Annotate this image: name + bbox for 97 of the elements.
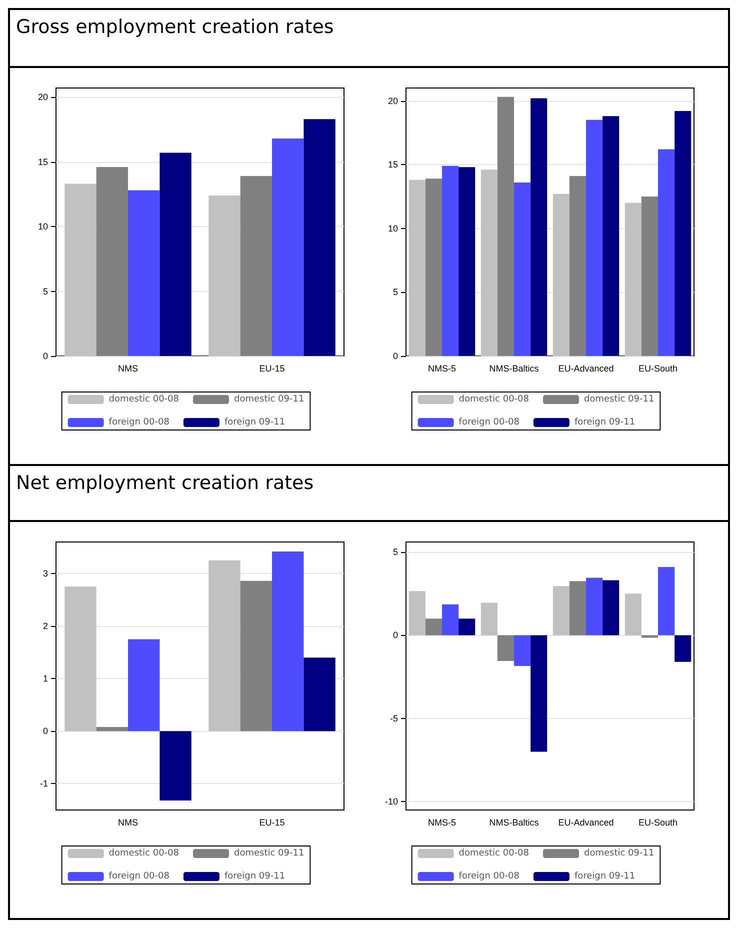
bar <box>480 602 498 636</box>
x-tick-label: EU-South <box>638 364 678 374</box>
bar <box>408 180 426 356</box>
y-tick-label: 20 <box>388 96 398 106</box>
legend-label: domestic 00-08 <box>108 394 180 404</box>
legend-label: domestic 09-11 <box>234 394 304 404</box>
x-tick-label: NMS <box>118 364 138 374</box>
chart-title: Gross employment creation rates <box>10 10 728 68</box>
bar <box>552 194 570 356</box>
y-tick-label: 0 <box>42 351 48 361</box>
y-tick-label: 5 <box>42 286 48 296</box>
bar <box>304 658 336 732</box>
legend-label: foreign 00-08 <box>108 872 170 882</box>
legend-label: foreign 00-08 <box>108 418 170 428</box>
x-tick-label: NMS-Baltics <box>489 818 540 828</box>
bar <box>458 167 476 356</box>
bar <box>514 182 531 356</box>
x-tick-label: EU-15 <box>259 818 285 828</box>
bar <box>208 195 240 356</box>
bar <box>96 166 128 356</box>
bar <box>674 635 692 662</box>
x-tick-label: NMS-Baltics <box>489 364 540 374</box>
bar <box>674 110 692 356</box>
bar <box>497 635 514 662</box>
bar <box>208 560 240 732</box>
x-tick-label: EU-Advanced <box>558 818 614 828</box>
x-tick-label: EU-South <box>638 818 678 828</box>
y-tick-label: 0 <box>392 630 398 640</box>
bar <box>602 116 620 356</box>
bar <box>64 184 96 356</box>
legend-label: domestic 09-11 <box>234 848 304 858</box>
bar <box>272 138 304 356</box>
y-tick-label: -5 <box>390 713 398 724</box>
chart-title: Net employment creation rates <box>10 464 728 522</box>
bar <box>586 578 603 636</box>
bar <box>641 635 658 638</box>
y-tick-label: -1 <box>40 778 48 789</box>
bar <box>552 586 570 636</box>
legend-label: foreign 09-11 <box>574 418 636 428</box>
y-tick-label: 5 <box>392 546 398 557</box>
bar <box>64 586 96 732</box>
y-tick-label: 15 <box>388 160 398 170</box>
legend-label: foreign 09-11 <box>574 872 636 882</box>
x-tick-label: EU-Advanced <box>558 364 614 374</box>
bar <box>272 551 304 732</box>
bar <box>442 604 459 636</box>
y-tick-label: 0 <box>392 351 398 361</box>
bar <box>602 580 620 636</box>
bar <box>425 618 442 636</box>
bar <box>624 594 642 636</box>
y-tick-label: 0 <box>42 726 48 736</box>
bar <box>530 635 548 752</box>
legend-label: domestic 00-08 <box>458 848 530 858</box>
x-tick-label: EU-15 <box>259 364 285 374</box>
x-tick-label: NMS-5 <box>428 364 456 374</box>
legend-label: foreign 00-08 <box>458 872 520 882</box>
bar <box>658 149 675 356</box>
bar <box>458 618 476 636</box>
bar <box>569 176 586 356</box>
legend-label: domestic 00-08 <box>458 394 530 404</box>
bar <box>304 119 336 356</box>
bar <box>408 591 426 636</box>
y-tick-label: 10 <box>388 223 398 234</box>
y-tick-label: -10 <box>384 796 398 807</box>
y-tick-label: 2 <box>42 621 48 632</box>
bar <box>442 166 459 356</box>
y-tick-label: 15 <box>38 156 48 167</box>
legend-label: foreign 09-11 <box>224 418 286 428</box>
y-tick-label: 20 <box>38 92 48 102</box>
x-tick-label: NMS <box>118 818 138 828</box>
y-tick-label: 10 <box>38 222 48 232</box>
bar <box>530 98 548 356</box>
legend-label: foreign 09-11 <box>224 872 286 882</box>
x-tick-label: NMS-5 <box>428 818 456 828</box>
y-tick-label: 5 <box>392 287 398 298</box>
bar <box>497 96 514 356</box>
y-tick-label: 3 <box>42 568 48 579</box>
legend-label: foreign 00-08 <box>458 418 520 428</box>
bar <box>160 152 192 356</box>
bar <box>586 120 603 356</box>
bar <box>425 178 442 356</box>
bar <box>96 726 128 732</box>
y-tick-label: 1 <box>42 674 48 684</box>
bar <box>128 190 160 356</box>
legend-label: domestic 00-08 <box>108 848 180 858</box>
bar <box>624 202 642 356</box>
bar <box>128 639 160 732</box>
bar <box>480 170 498 356</box>
bar <box>240 580 272 732</box>
legend-label: domestic 09-11 <box>584 394 654 404</box>
bar <box>160 731 192 801</box>
bar <box>240 176 272 356</box>
bar <box>569 581 586 636</box>
bar <box>658 566 675 636</box>
bar <box>641 196 658 356</box>
legend-label: domestic 09-11 <box>584 848 654 858</box>
bar <box>514 635 531 666</box>
